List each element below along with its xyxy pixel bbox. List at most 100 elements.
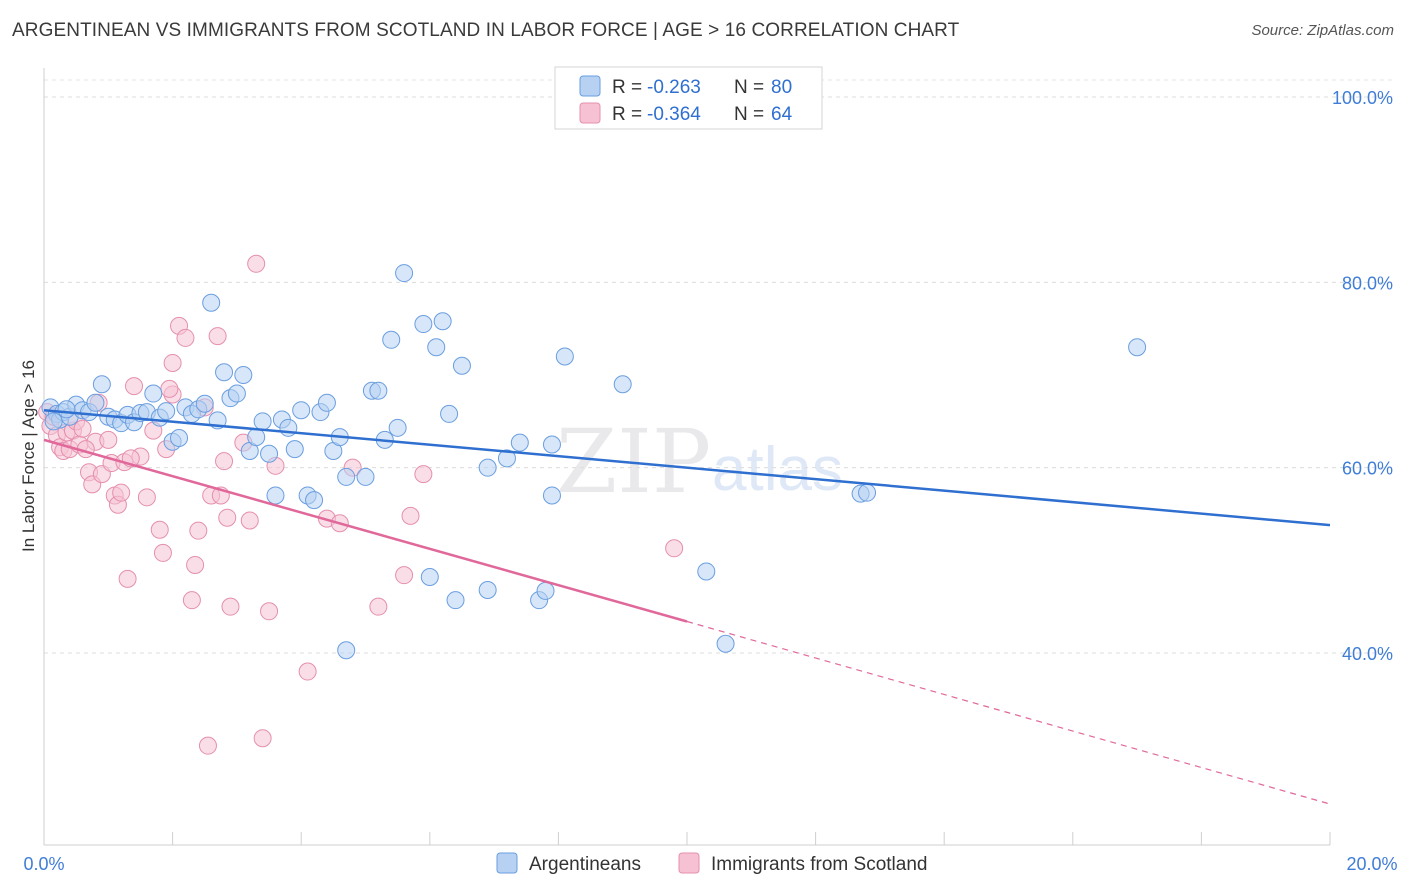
source-label: Source: ZipAtlas.com bbox=[1251, 22, 1394, 39]
argentinean-point bbox=[292, 401, 311, 420]
trend-line-argentineans bbox=[43, 408, 1331, 527]
legend-n-value-2: 64 bbox=[771, 104, 793, 125]
argentinean-point bbox=[697, 562, 716, 581]
argentinean-point bbox=[395, 264, 414, 283]
argentinean-point bbox=[234, 366, 253, 384]
argentinean-point bbox=[57, 400, 76, 419]
argentinean-point bbox=[542, 486, 561, 505]
argentinean-point bbox=[337, 641, 356, 660]
argentinean-point bbox=[497, 449, 516, 468]
argentinean-point bbox=[92, 375, 111, 394]
argentinean-point bbox=[433, 312, 452, 331]
scotland-point bbox=[176, 328, 195, 347]
legend: R = -0.263 N = 80 R = -0.364 N = 64 bbox=[554, 66, 823, 130]
x-tick-label-left: 0.0% bbox=[23, 854, 64, 874]
watermark-zip: ZIP bbox=[556, 410, 711, 513]
argentinean-point bbox=[555, 347, 574, 366]
trend-line-scotland-extension bbox=[686, 620, 1331, 805]
argentinean-point bbox=[369, 381, 388, 400]
scotland-point bbox=[163, 353, 182, 372]
argentinean-point bbox=[446, 591, 465, 610]
argentinean-point bbox=[170, 429, 189, 448]
argentinean-point bbox=[858, 483, 877, 502]
legend-swatch-scotland bbox=[579, 102, 601, 124]
argentinean-point bbox=[1128, 338, 1147, 357]
argentinean-point bbox=[285, 440, 304, 459]
gridlines bbox=[44, 79, 1395, 654]
scotland-point bbox=[221, 597, 240, 616]
x-axis-ticks bbox=[43, 832, 1331, 845]
argentinean-point bbox=[440, 404, 459, 423]
argentinean-point bbox=[247, 428, 266, 447]
legend-r-value-1: -0.263 bbox=[647, 77, 701, 98]
scotland-point bbox=[215, 452, 234, 471]
argentinean-point bbox=[382, 330, 401, 349]
trend-lines bbox=[43, 408, 1331, 805]
scotland-point bbox=[160, 379, 179, 398]
scotland-point bbox=[150, 520, 169, 539]
scotland-point bbox=[247, 254, 266, 273]
scotland-point bbox=[401, 506, 420, 525]
y-axis-title: In Labor Force | Age > 16 bbox=[19, 360, 38, 552]
scotland-point bbox=[395, 566, 414, 585]
y-tick-label-80: 80.0% bbox=[1342, 273, 1393, 293]
argentinean-point bbox=[478, 580, 497, 599]
scotland-point bbox=[218, 508, 237, 527]
legend-n-label-2: N = bbox=[734, 104, 764, 125]
scotland-point bbox=[189, 521, 208, 540]
scotland-point bbox=[260, 602, 279, 621]
argentinean-point bbox=[215, 363, 234, 382]
scotland-point bbox=[298, 662, 317, 681]
scotland-point bbox=[112, 483, 131, 502]
scotland-point bbox=[414, 465, 433, 484]
scotland-point bbox=[73, 419, 92, 438]
argentinean-point bbox=[86, 393, 105, 412]
argentinean-point bbox=[452, 356, 471, 375]
argentinean-point bbox=[157, 402, 176, 421]
argentinean-point bbox=[420, 568, 439, 587]
x-tick-label-right: 20.0% bbox=[1346, 854, 1397, 874]
scotland-point bbox=[208, 327, 227, 346]
chart-title: ARGENTINEAN VS IMMIGRANTS FROM SCOTLAND … bbox=[12, 20, 960, 41]
argentinean-point bbox=[266, 486, 285, 505]
y-tick-label-100: 100.0% bbox=[1332, 88, 1393, 108]
argentinean-point bbox=[356, 467, 375, 486]
scotland-point bbox=[186, 555, 205, 574]
argentinean-point bbox=[305, 491, 324, 510]
legend-swatch-argentineans bbox=[579, 75, 601, 97]
argentinean-point bbox=[260, 444, 279, 463]
argentinean-point bbox=[195, 394, 214, 413]
scotland-point bbox=[125, 377, 144, 396]
argentinean-point bbox=[510, 433, 529, 452]
legend-r-label-2: R = bbox=[612, 104, 642, 125]
y-tick-label-40: 40.0% bbox=[1342, 644, 1393, 664]
scotland-point bbox=[118, 569, 137, 588]
argentinean-point bbox=[227, 384, 246, 403]
y-tick-label-60: 60.0% bbox=[1342, 459, 1393, 479]
bottom-legend-swatch-argentineans bbox=[496, 852, 518, 874]
scotland-point bbox=[198, 736, 217, 755]
argentinean-point bbox=[44, 412, 63, 431]
argentinean-point bbox=[317, 393, 336, 412]
watermark-atlas: atlas bbox=[712, 435, 843, 504]
trend-line-scotland bbox=[43, 438, 688, 623]
scotland-point bbox=[182, 591, 201, 610]
scotland-point bbox=[253, 729, 272, 748]
scotland-point bbox=[369, 597, 388, 616]
argentinean-point bbox=[388, 418, 407, 437]
scotland-point bbox=[137, 488, 156, 507]
argentinean-point bbox=[253, 412, 272, 431]
legend-n-label-1: N = bbox=[734, 77, 764, 98]
argentinean-point bbox=[427, 338, 446, 357]
legend-r-value-2: -0.364 bbox=[647, 104, 701, 125]
bottom-legend-label-argentineans: Argentineans bbox=[529, 854, 641, 875]
scotland-point bbox=[99, 430, 118, 449]
scotland-point bbox=[240, 511, 259, 530]
argentinean-point bbox=[716, 634, 735, 653]
legend-n-value-1: 80 bbox=[771, 77, 792, 98]
argentinean-point bbox=[478, 458, 497, 477]
y-tick-labels: 100.0% 80.0% 60.0% 40.0% bbox=[1332, 88, 1393, 664]
argentinean-point bbox=[337, 467, 356, 486]
argentinean-point bbox=[613, 375, 632, 394]
